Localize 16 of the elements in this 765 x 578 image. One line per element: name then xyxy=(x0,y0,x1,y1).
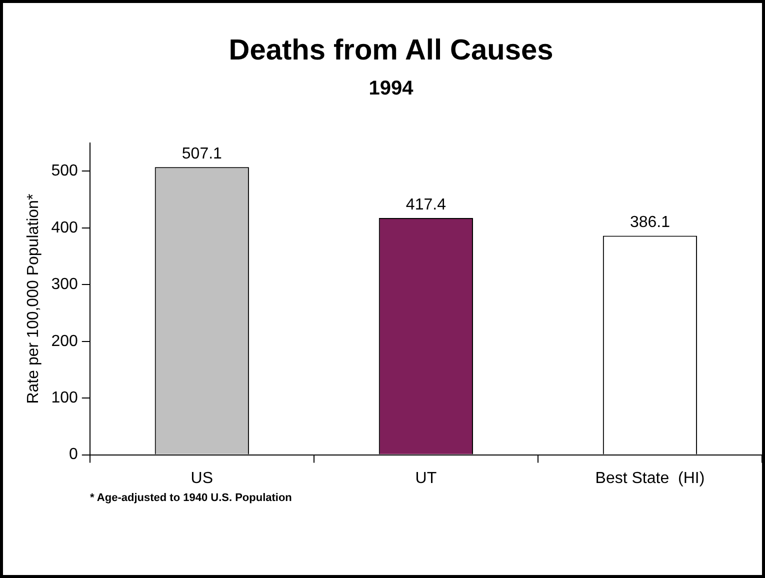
data-label: 386.1 xyxy=(630,214,670,232)
text: * Age-adjusted to 1940 U.S. Population xyxy=(90,492,292,504)
y-tick-label: 400 xyxy=(51,219,78,236)
x-tick-label: Best State (HI) xyxy=(595,470,705,487)
y-tick-label: 300 xyxy=(51,276,78,294)
x-tick-label: US xyxy=(190,470,214,487)
y-tick-label: 500 xyxy=(51,162,78,180)
chart-subtitle: 1994 xyxy=(368,77,414,100)
chart-title: Deaths from All Causes xyxy=(228,34,554,66)
y-axis-title: Rate per 100,000 Population* xyxy=(25,194,42,404)
y-tick-label: 100 xyxy=(51,389,78,406)
y-tick-label: 200 xyxy=(51,332,78,350)
x-tick-label: UT xyxy=(415,470,437,487)
data-label: 507.1 xyxy=(182,146,222,163)
data-label: 417.4 xyxy=(406,196,446,214)
y-tick-label: 0 xyxy=(68,446,78,464)
